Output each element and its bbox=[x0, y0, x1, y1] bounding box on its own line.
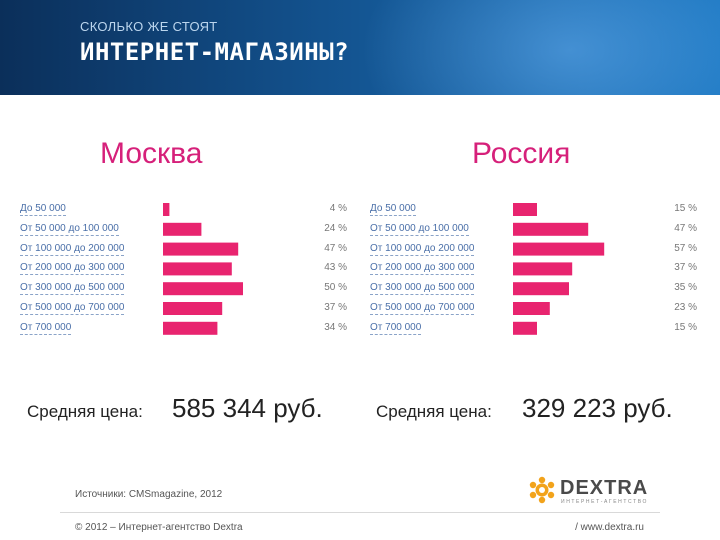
russia-bar bbox=[513, 302, 550, 315]
russia-bar bbox=[513, 282, 569, 296]
slide-title: ИНТЕРНЕТ-МАГАЗИНЫ? bbox=[80, 38, 350, 66]
russia-average-label: Средняя цена: bbox=[376, 402, 492, 421]
russia-value-label: 23 % bbox=[674, 302, 697, 313]
russia-bar bbox=[513, 321, 537, 335]
russia-category-label: От 300 000 до 500 000 bbox=[370, 282, 475, 296]
moscow-category-label: От 500 000 до 700 000 bbox=[20, 302, 125, 315]
moscow-price-chart: До 50 000 4 % От 50 000 до 100 000 24 % От 1… bbox=[20, 196, 350, 336]
moscow-bar bbox=[163, 222, 202, 236]
russia-category-label: От 500 000 до 700 000 bbox=[370, 302, 475, 315]
russia-bar bbox=[513, 242, 605, 256]
slide-subtitle: СКОЛЬКО ЖЕ СТОЯТ bbox=[80, 19, 218, 34]
header-glow bbox=[360, 0, 720, 95]
russia-value-label: 47 % bbox=[674, 222, 697, 234]
moscow-bar bbox=[163, 262, 232, 276]
moscow-category-label: От 300 000 до 500 000 bbox=[20, 282, 125, 296]
moscow-category-label: От 50 000 до 100 000 bbox=[20, 222, 119, 236]
russia-bars-svg bbox=[513, 203, 605, 335]
russia-average-value: 329 223 руб. bbox=[522, 393, 673, 423]
russia-price-chart: До 50 000 15 % От 50 000 до 100 000 47 % От … bbox=[370, 196, 700, 336]
moscow-category-label: До 50 000 bbox=[20, 203, 66, 216]
russia-category-label: От 700 000 bbox=[370, 321, 422, 335]
moscow-bar bbox=[163, 302, 223, 315]
moscow-average-label: Средняя цена: bbox=[27, 402, 143, 421]
russia-category-label: От 100 000 до 200 000 bbox=[370, 242, 475, 256]
dextra-logo: DEXTRA ИНТЕРНЕТ-АГЕНТСТВО bbox=[528, 474, 648, 508]
russia-value-label: 15 % bbox=[674, 203, 697, 214]
moscow-category-label: От 700 000 bbox=[20, 321, 72, 335]
russia-value-label: 15 % bbox=[674, 321, 697, 333]
footer-divider bbox=[60, 512, 660, 513]
russia-category-label: От 50 000 до 100 000 bbox=[370, 222, 469, 236]
moscow-value-label: 4 % bbox=[329, 203, 347, 214]
moscow-category-label: От 100 000 до 200 000 bbox=[20, 242, 125, 256]
moscow-bar bbox=[163, 282, 243, 296]
website-link[interactable]: / www.dextra.ru bbox=[575, 522, 644, 533]
moscow-value-label: 50 % bbox=[324, 282, 347, 294]
russia-value-label: 57 % bbox=[674, 242, 697, 254]
moscow-bar bbox=[163, 203, 170, 216]
logo-tagline: ИНТЕРНЕТ-АГЕНТСТВО bbox=[561, 499, 648, 505]
moscow-value-label: 37 % bbox=[324, 302, 347, 313]
moscow-value-label: 24 % bbox=[324, 222, 347, 234]
logo-wordmark: DEXTRA bbox=[560, 477, 649, 499]
russia-bar bbox=[513, 222, 589, 236]
moscow-value-label: 47 % bbox=[324, 242, 347, 254]
moscow-value-label: 43 % bbox=[324, 262, 347, 274]
moscow-value-label: 34 % bbox=[324, 321, 347, 333]
moscow-bars-svg bbox=[163, 203, 243, 335]
moscow-bar bbox=[163, 321, 218, 335]
moscow-bar bbox=[163, 242, 239, 256]
russia-category-label: От 200 000 до 300 000 bbox=[370, 262, 475, 276]
slide-header: СКОЛЬКО ЖЕ СТОЯТ ИНТЕРНЕТ-МАГАЗИНЫ? bbox=[0, 0, 720, 95]
russia-value-label: 35 % bbox=[674, 282, 697, 294]
russia-value-label: 37 % bbox=[674, 262, 697, 274]
gear-logo-icon bbox=[529, 476, 555, 504]
copyright-text: © 2012 – Интернет-агентство Dextra bbox=[75, 522, 243, 533]
moscow-average-value: 585 344 руб. bbox=[172, 393, 323, 423]
moscow-category-label: От 200 000 до 300 000 bbox=[20, 262, 125, 276]
russia-bar bbox=[513, 203, 537, 216]
sources-note: Источники: CMSmagazine, 2012 bbox=[75, 489, 223, 500]
russia-category-label: До 50 000 bbox=[370, 203, 416, 216]
russia-bar bbox=[513, 262, 573, 276]
moscow-title: Москва bbox=[100, 137, 203, 170]
russia-title: Россия bbox=[472, 137, 571, 170]
